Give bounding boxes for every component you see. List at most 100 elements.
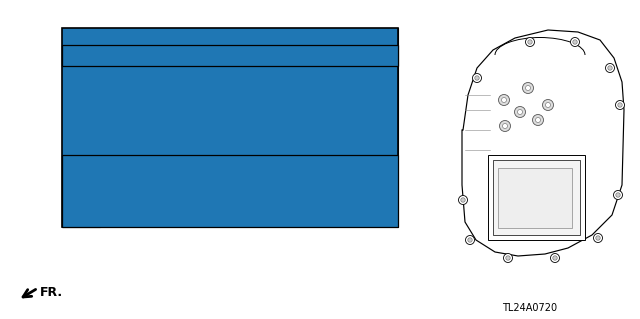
Bar [100,191,122,209]
Bar [329,173,398,191]
Circle shape [618,103,622,107]
Bar [329,209,398,227]
Circle shape [543,100,554,110]
Bar [191,191,260,209]
Bar [323,83,398,155]
Circle shape [522,83,534,93]
Bar [62,28,398,45]
Bar [323,45,398,66]
Bar [122,191,191,209]
Bar [122,209,191,227]
Circle shape [545,102,550,108]
Text: Block No.: Block No. [63,51,99,60]
Bar [191,209,260,227]
Circle shape [593,234,602,242]
Bar [175,66,249,83]
Circle shape [608,66,612,70]
Bar [62,66,100,83]
Bar [285,115,296,122]
Circle shape [550,254,559,263]
Text: 4: 4 [108,213,114,223]
Text: Image: Image [69,115,93,123]
Circle shape [528,40,532,44]
Text: 18: 18 [355,70,367,79]
Bar [498,168,572,228]
Circle shape [278,117,281,121]
Ellipse shape [120,112,131,126]
Text: Included componert  parts  Block no  Ref  no & Qty: Included componert parts Block no Ref no… [115,32,346,41]
Circle shape [504,254,513,263]
Bar [175,45,249,66]
Text: 6: 6 [209,70,215,79]
Circle shape [502,123,508,129]
Ellipse shape [188,109,196,119]
Text: ATM-7-10: ATM-7-10 [111,50,163,61]
Circle shape [573,40,577,44]
Bar [249,66,323,83]
Bar [329,155,398,173]
Text: FR.: FR. [40,286,63,300]
Bar [62,83,100,155]
Bar [175,83,249,155]
Bar [100,45,175,66]
Circle shape [472,73,481,83]
Bar [260,209,329,227]
Circle shape [499,121,511,131]
Ellipse shape [200,119,208,129]
Circle shape [525,38,534,47]
Bar [488,155,585,240]
Bar [204,119,224,129]
Text: 2: 2 [108,177,114,187]
Bar [62,45,398,66]
Bar [329,191,398,209]
Bar [100,173,122,191]
Bar [200,103,208,109]
Bar [62,45,100,66]
Text: 3: 3 [108,195,114,205]
Circle shape [536,117,541,122]
Bar [122,173,191,191]
Bar [493,160,580,235]
Bar [62,28,398,227]
Circle shape [502,98,506,102]
Circle shape [616,193,620,197]
Circle shape [515,107,525,117]
Circle shape [506,256,510,260]
Bar [100,66,175,83]
Circle shape [596,236,600,240]
Text: ATM-8-30: ATM-8-30 [260,50,312,61]
Bar [62,155,100,227]
Text: Ref No.: Ref No. [67,187,95,196]
Circle shape [271,117,274,121]
Bar [260,173,329,191]
Bar [62,155,398,227]
Circle shape [475,76,479,80]
Bar [191,155,260,173]
Bar [249,45,323,66]
Circle shape [352,117,356,121]
Circle shape [461,198,465,202]
Text: 1pc: 1pc [148,213,165,223]
Text: 1pc: 1pc [355,159,372,169]
Text: 1pc: 1pc [355,195,372,205]
Circle shape [458,196,467,204]
Text: 1: 1 [108,159,114,169]
Circle shape [553,256,557,260]
Bar [191,173,260,191]
Bar [192,109,212,119]
Circle shape [570,38,579,47]
Circle shape [605,63,614,72]
Text: 2pcs: 2pcs [283,177,306,187]
Bar [212,113,220,119]
Text: Ref No.: Ref No. [67,70,95,79]
Circle shape [518,109,522,115]
Text: TL24A0720: TL24A0720 [502,303,557,313]
Text: 1pc: 1pc [355,213,372,223]
Bar [133,104,143,112]
Circle shape [532,115,543,125]
Circle shape [525,85,531,91]
Text: 17: 17 [280,70,292,79]
Circle shape [616,100,625,109]
Text: ATM-7-10: ATM-7-10 [186,50,237,61]
Text: 2pcs: 2pcs [283,159,306,169]
